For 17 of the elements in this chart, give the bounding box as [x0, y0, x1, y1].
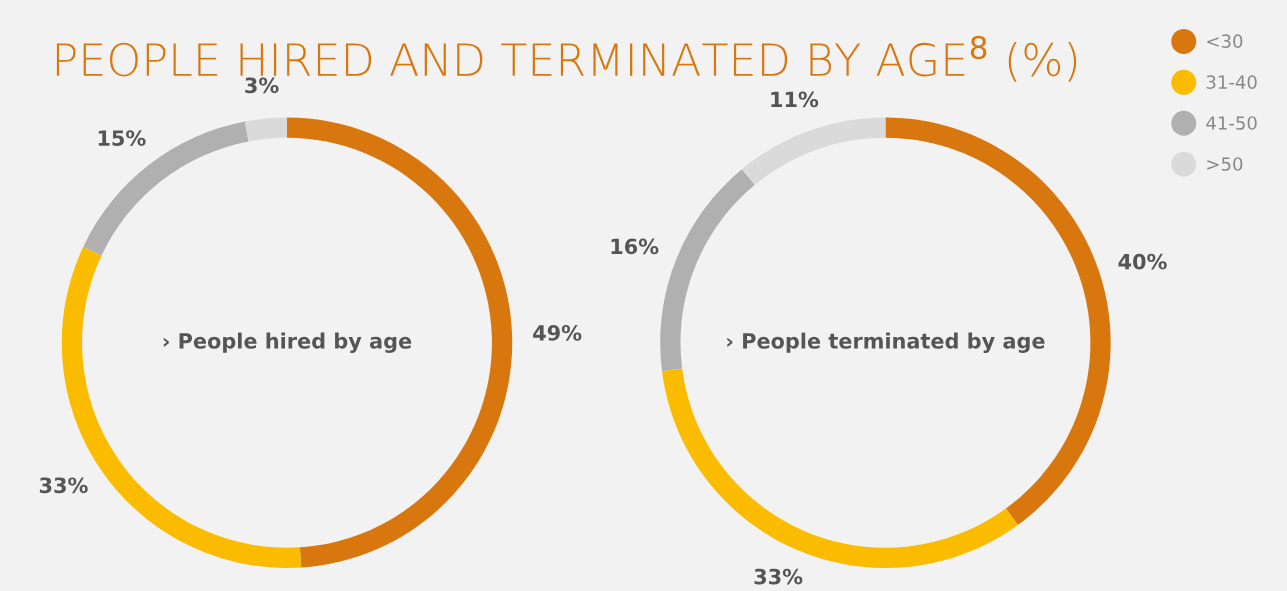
data-label: 16%: [611, 238, 659, 255]
donut-slice: [244, 117, 287, 142]
data-label: 11%: [771, 91, 819, 108]
donut-slice: [741, 117, 886, 185]
data-label: 33%: [39, 477, 88, 494]
data-label: 49%: [533, 325, 582, 341]
text: › People hired by age: [163, 332, 412, 353]
data-label: 40%: [1118, 253, 1167, 270]
legend-label: 31-40: [1206, 75, 1257, 89]
data-label: 33%: [754, 568, 803, 585]
legend-label: 41-50: [1206, 116, 1257, 130]
legend-label: <30: [1207, 34, 1243, 48]
donut-slice: [662, 368, 1018, 568]
data-label: 15%: [98, 130, 146, 146]
legend-label: >50: [1207, 157, 1243, 171]
donut-slice: [83, 121, 249, 256]
text: › People terminated by age: [727, 332, 1045, 353]
